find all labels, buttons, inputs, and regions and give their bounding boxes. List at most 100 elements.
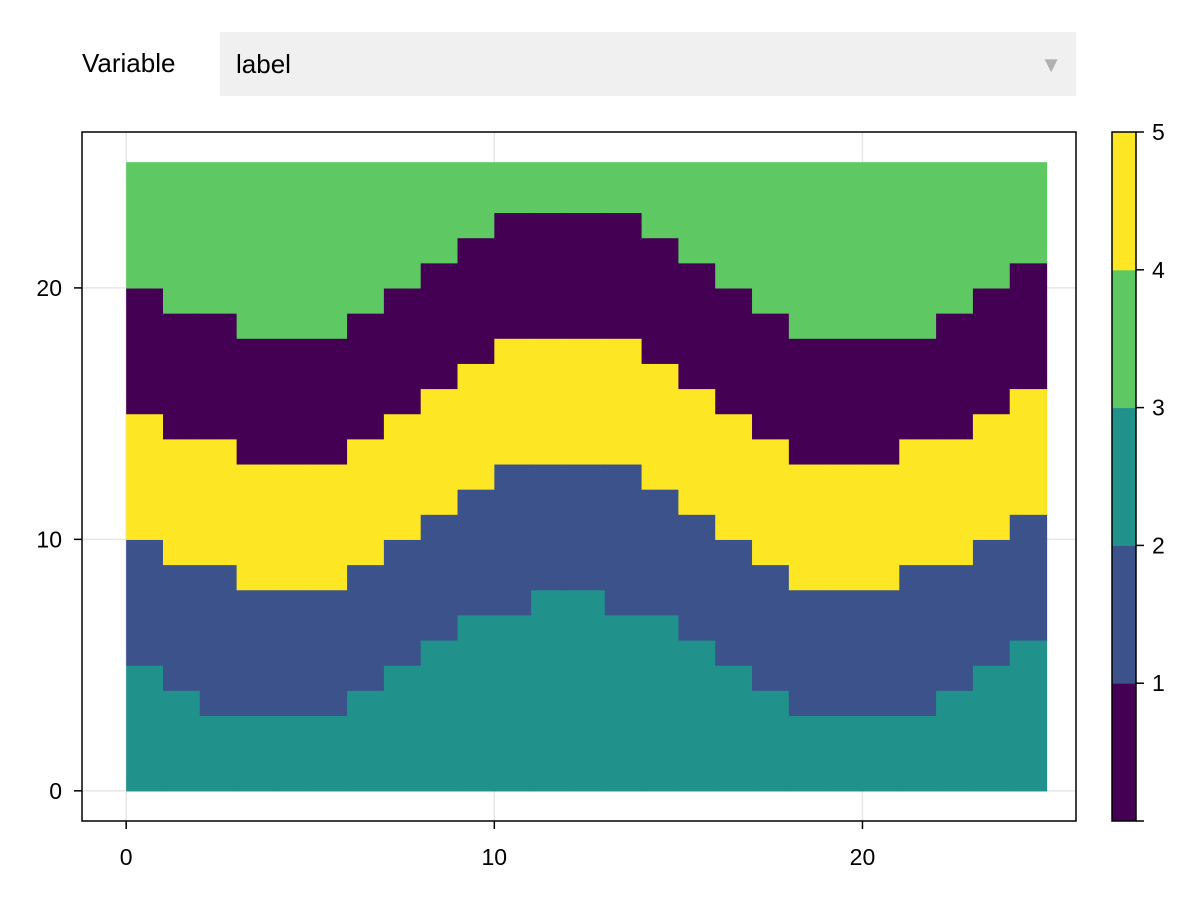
heatmap-cell [899,715,937,792]
heatmap-cell [825,162,864,339]
heatmap-cell [199,162,238,314]
heatmap-cell [347,313,385,440]
heatmap-cell [347,438,385,566]
heatmap-cell [494,338,532,465]
heatmap-cell [715,287,753,415]
heatmap-cell [162,564,201,691]
heatmap-cell [567,338,606,465]
heatmap-cell [972,413,1011,540]
heatmap-cell [236,715,275,792]
heatmap-cell [236,338,275,465]
heatmap-cell [1009,514,1048,641]
heatmap-cell [126,162,164,289]
y-tick-label: 10 [36,526,62,552]
variable-dropdown-value: label [236,49,291,79]
heatmap-cell [678,162,716,264]
heatmap-cell [567,589,606,792]
heatmap-cell [604,162,643,214]
x-tick-label: 20 [850,844,876,870]
colorbar-tick-label: 5 [1152,119,1165,145]
heatmap-cell [310,463,348,591]
heatmap-cell [788,589,827,716]
colorbar-segment [1112,269,1136,409]
heatmap-cell [126,287,164,415]
heatmap-cell [678,514,716,641]
x-tick-label: 10 [482,844,508,870]
heatmap-cell [199,715,238,792]
heatmap-cell [126,413,164,540]
heatmap-cell [420,162,459,264]
heatmap-cell [862,589,900,716]
heatmap-cell [825,463,864,591]
colorbar-segment [1112,132,1136,271]
heatmap-cell [862,338,900,465]
heatmap-cell [494,614,532,792]
heatmap-cell [494,162,532,214]
heatmap-cell [1009,262,1048,390]
heatmap-cell [1009,162,1048,264]
heatmap-cell [162,690,201,792]
heatmap-cell [604,212,643,339]
colorbar-tick-label: 1 [1152,670,1165,696]
heatmap-cell [383,287,422,415]
heatmap-cell [604,338,643,465]
heatmap-cell [347,162,385,314]
heatmap-cell [825,589,864,716]
heatmap-cell [457,614,495,792]
heatmap-cell [641,162,679,239]
colorbar-tick-label: 4 [1152,257,1165,283]
variable-label: Variable [82,48,176,78]
x-tick-label: 0 [120,844,133,870]
heatmap-cell [162,162,201,314]
heatmap-cell [162,438,201,566]
colorbar-segment [1112,407,1136,546]
heatmap-cell [310,715,348,792]
heatmap-cell [604,463,643,616]
colorbar: 1 2 3 4 5 [1111,119,1165,822]
heatmap-cell [236,162,275,339]
heatmap-cell [641,489,679,616]
heatmap-cell [531,338,569,465]
heatmap-cell [936,162,974,314]
heatmap-cell [420,262,459,390]
heatmap-cell [383,665,422,792]
heatmap-cell [199,438,238,566]
heatmap-cell [420,514,459,641]
heatmap-cell [567,162,606,214]
heatmap-cell [715,162,753,289]
heatmap-cell [678,388,716,515]
heatmap-cell [531,463,569,591]
heatmap-cell [273,338,311,465]
heatmap-cell [199,564,238,716]
heatmap-cell [752,438,790,566]
heatmap-cells [126,162,1048,792]
axis-frame [81,131,1077,822]
y-tick-label: 20 [36,275,62,301]
heatmap-cell [972,287,1011,415]
colorbar-tick-label: 3 [1152,395,1165,421]
heatmap-cell [641,614,679,792]
heatmap-cell [972,162,1011,289]
heatmap-cell [899,162,937,339]
heatmap-cell [752,162,790,314]
heatmap-cell [752,313,790,440]
heatmap-cell [531,589,569,792]
heatmap-cell [641,237,679,364]
heatmap-cell [347,690,385,792]
heatmap-cell [715,539,753,666]
heatmap-cell [788,338,827,465]
heatmap-cell [899,338,937,440]
heatmap-cell [236,589,275,716]
heatmap-cell [825,338,864,465]
variable-dropdown[interactable]: label ▼ [220,32,1076,96]
heatmap-cell [273,463,311,591]
heatmap-cell [383,539,422,666]
heatmap-cell [531,162,569,214]
heatmap-cell [678,639,716,792]
heatmap-cell [494,463,532,616]
heatmap-cell [1009,639,1048,792]
colorbar-frame [1111,131,1137,822]
heatmap-cell [310,338,348,465]
heatmap-cell [273,162,311,339]
heatmap-cell [678,262,716,390]
